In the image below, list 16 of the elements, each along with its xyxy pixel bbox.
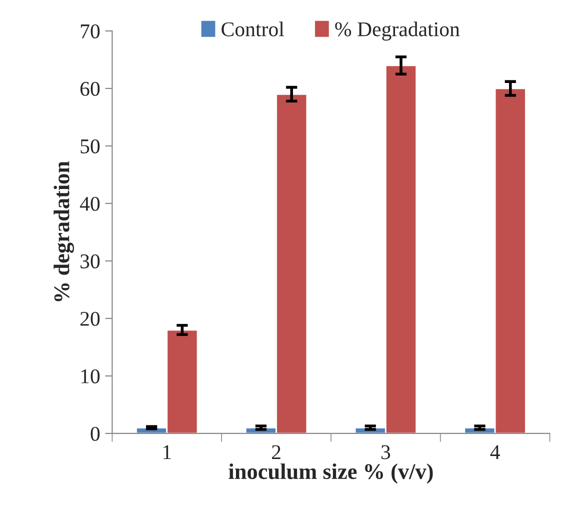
y-tick-label: 60: [80, 82, 100, 96]
y-axis-title: % degradation: [54, 161, 74, 302]
x-tick-label: 2: [272, 445, 280, 460]
x-tick-label: 3: [381, 445, 390, 460]
legend-label: Control: [222, 22, 284, 36]
x-tick-label: 4: [490, 445, 500, 460]
x-axis-title: inoculum size % (v/v): [228, 463, 433, 484]
y-tick-label: 40: [80, 196, 100, 211]
y-tick-label: 0: [90, 426, 100, 441]
y-tick-label: 20: [80, 312, 100, 326]
y-tick-label: 50: [80, 139, 100, 154]
legend-label: % Degradation: [335, 22, 460, 41]
y-tick-label: 10: [81, 369, 100, 384]
x-tick-label: 1: [164, 445, 171, 460]
y-tick-label: 30: [80, 254, 100, 268]
y-tick-label: 70: [80, 24, 100, 38]
